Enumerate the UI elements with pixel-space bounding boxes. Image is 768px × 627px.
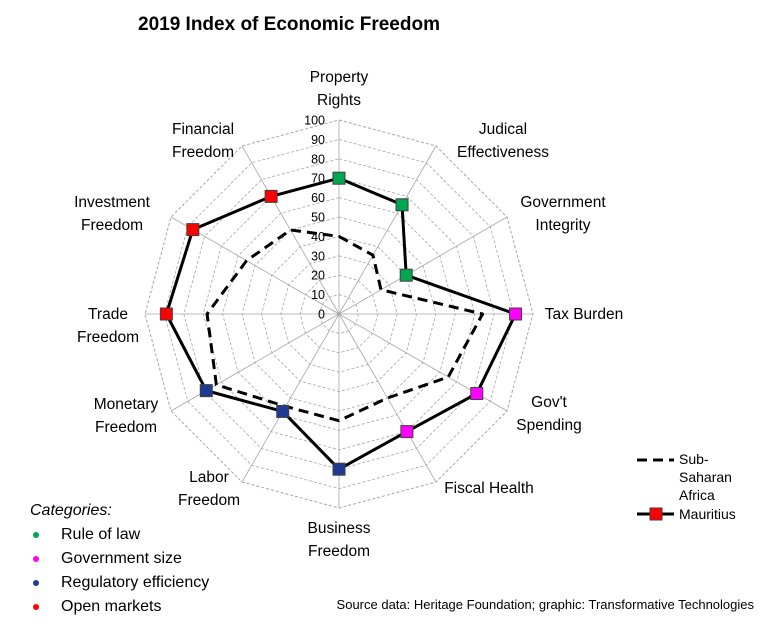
axis-label: Investment Freedom	[74, 194, 151, 234]
legend-label-mauritius: Mauritius	[679, 506, 736, 522]
categories-key: Categories: Rule of law Government size …	[30, 499, 209, 619]
axis-label: Monetary Freedom	[94, 396, 159, 436]
category-dot-icon	[33, 580, 39, 586]
category-label: Open markets	[61, 598, 162, 615]
category-label: Rule of law	[61, 526, 141, 543]
data-point-marker	[332, 171, 346, 185]
axis-label: Financial Freedom	[172, 121, 234, 161]
category-label: Regulatory efficiency	[61, 574, 210, 591]
data-point-marker	[332, 462, 346, 476]
category-label: Government size	[61, 550, 182, 567]
axis-label: Trade Freedom	[77, 306, 139, 346]
chart-title: 2019 Index of Economic Freedom	[138, 14, 440, 35]
series-line-mauritius	[164, 176, 518, 471]
data-point-marker	[199, 384, 213, 398]
axis-label: Tax Burden	[545, 306, 623, 323]
tick-label: 30	[311, 249, 325, 263]
tick-label: 90	[311, 133, 325, 147]
data-point-marker	[400, 425, 414, 439]
category-dot-icon	[33, 556, 39, 562]
legend-label-sub-saharan-africa: Sub-Saharan Africa	[679, 451, 732, 503]
data-point-marker	[395, 198, 409, 212]
axis-label: Labor Freedom	[178, 469, 240, 509]
grid-spoke	[338, 313, 437, 483]
data-point-marker	[470, 387, 484, 401]
tick-label: 100	[304, 114, 325, 128]
category-regulatory-efficiency: Regulatory efficiency	[30, 571, 209, 595]
category-dot-icon	[33, 604, 39, 610]
grid-spoke	[338, 145, 437, 315]
grid-spoke	[170, 313, 340, 412]
category-dot-icon	[33, 532, 39, 538]
data-point-marker	[186, 223, 200, 237]
axis-label: Judical Effectiveness	[457, 121, 549, 161]
tick-label: 10	[311, 288, 325, 302]
tick-label: 0	[318, 308, 325, 322]
data-point-marker	[509, 307, 523, 321]
categories-heading: Categories:	[30, 502, 112, 519]
data-point-marker	[264, 189, 278, 203]
axis-label: Business Freedom	[308, 520, 371, 560]
grid-spoke	[338, 216, 508, 315]
data-point-marker	[399, 268, 413, 282]
data-point-marker	[276, 404, 290, 418]
grid-spoke	[241, 313, 340, 483]
tick-label: 50	[311, 211, 325, 225]
data-point-marker	[159, 307, 173, 321]
axis-label: Gov't Spending	[516, 394, 582, 434]
axis-label: Property Rights	[310, 69, 369, 109]
series-line-sub-saharan-africa	[205, 228, 485, 423]
grid-spoke	[241, 145, 340, 315]
tick-label: 80	[311, 152, 325, 166]
legend-marker-icon	[649, 507, 663, 521]
source-note: Source data: Heritage Foundation; graphi…	[336, 597, 754, 612]
tick-label: 60	[311, 191, 325, 205]
axis-label: Fiscal Health	[444, 480, 534, 497]
tick-label: 20	[311, 269, 325, 283]
category-rule-of-law: Rule of law	[30, 523, 209, 547]
category-open-markets: Open markets	[30, 595, 209, 619]
category-government-size: Government size	[30, 547, 209, 571]
axis-label: Government Integrity	[520, 194, 606, 234]
